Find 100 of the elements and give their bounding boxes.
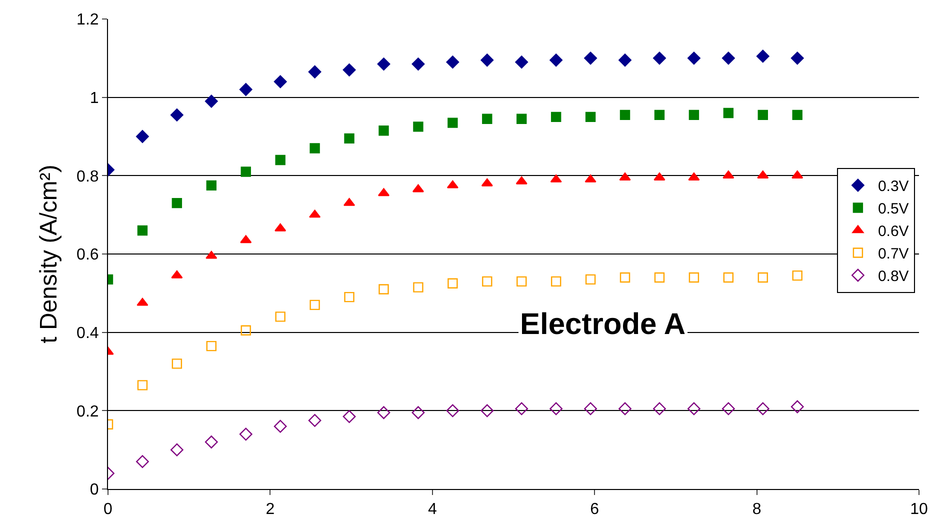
point	[344, 292, 354, 302]
point	[515, 56, 528, 69]
point	[790, 52, 804, 65]
point	[584, 174, 596, 182]
point	[756, 50, 770, 63]
point	[170, 443, 184, 456]
point	[206, 250, 218, 259]
point	[688, 402, 700, 416]
point	[480, 404, 494, 418]
point	[620, 110, 630, 120]
point	[550, 112, 562, 122]
point	[309, 210, 321, 218]
point	[342, 63, 356, 76]
point	[688, 110, 700, 120]
point	[620, 272, 630, 283]
point	[516, 276, 527, 287]
point	[377, 58, 390, 70]
point	[723, 272, 734, 283]
point	[240, 166, 251, 177]
point	[137, 380, 148, 390]
x-tick-label: 10	[910, 501, 928, 518]
point	[344, 133, 354, 144]
point	[170, 108, 184, 122]
annotation: Electrode A	[520, 308, 686, 341]
x-tick-label: 4	[428, 501, 437, 518]
legend-label: 0.8V	[878, 268, 909, 286]
point	[446, 180, 458, 188]
point	[377, 406, 390, 420]
legend-label: 0.7V	[878, 246, 909, 263]
point	[584, 52, 597, 65]
y-tick-label: 0.6	[76, 246, 99, 264]
point	[412, 406, 425, 420]
point	[413, 122, 424, 132]
y-tick-label: 1.2	[76, 12, 99, 29]
point	[654, 272, 665, 283]
point	[722, 52, 735, 65]
legend-label: 0.3V	[878, 178, 909, 196]
point	[172, 198, 182, 208]
point	[792, 110, 802, 120]
point	[654, 110, 665, 120]
point	[758, 272, 768, 283]
point	[481, 178, 493, 186]
point	[584, 402, 597, 416]
legend-label: 0.6V	[878, 223, 909, 240]
y-tick-label: 0	[90, 482, 99, 499]
point	[239, 83, 252, 96]
point	[722, 170, 734, 179]
point	[550, 276, 562, 287]
point	[275, 154, 286, 166]
point	[136, 455, 149, 468]
point	[204, 94, 218, 108]
y-tick-label: 0.4	[76, 324, 99, 342]
point	[515, 402, 528, 416]
point	[790, 400, 804, 414]
point	[448, 278, 458, 288]
point	[378, 126, 389, 136]
point	[723, 108, 734, 118]
point	[446, 404, 460, 418]
point	[308, 414, 322, 427]
point	[136, 130, 149, 143]
point	[550, 54, 563, 67]
point	[792, 170, 804, 179]
point	[585, 274, 596, 285]
point	[516, 114, 527, 124]
point	[550, 402, 563, 416]
x-tick-label: 0	[104, 501, 113, 518]
point	[239, 428, 252, 441]
point	[550, 174, 562, 182]
y-axis-title: t Density (A/cm²)	[36, 164, 63, 344]
point	[446, 56, 460, 69]
x-tick-label: 2	[266, 501, 275, 518]
point	[275, 312, 286, 322]
point	[274, 75, 287, 88]
point	[618, 402, 632, 416]
point	[378, 284, 389, 294]
point	[274, 420, 287, 433]
point	[758, 110, 768, 120]
point	[653, 52, 666, 65]
point	[792, 270, 802, 281]
x-tick-label: 8	[752, 501, 762, 518]
point	[618, 54, 632, 67]
point	[516, 176, 528, 184]
point	[756, 402, 770, 416]
point	[310, 143, 320, 154]
point	[206, 340, 216, 352]
point	[172, 358, 182, 369]
point	[448, 118, 458, 128]
point	[653, 402, 666, 416]
point	[585, 112, 596, 122]
point	[413, 282, 424, 292]
point	[240, 235, 252, 244]
point	[412, 58, 425, 70]
y-tick-label: 0.2	[76, 403, 99, 420]
y-tick-label: 0.8	[76, 168, 99, 186]
point	[688, 52, 700, 65]
point	[688, 272, 700, 283]
point	[482, 276, 492, 287]
point	[757, 170, 769, 179]
point	[137, 225, 148, 236]
legend-label: 0.5V	[878, 200, 909, 218]
